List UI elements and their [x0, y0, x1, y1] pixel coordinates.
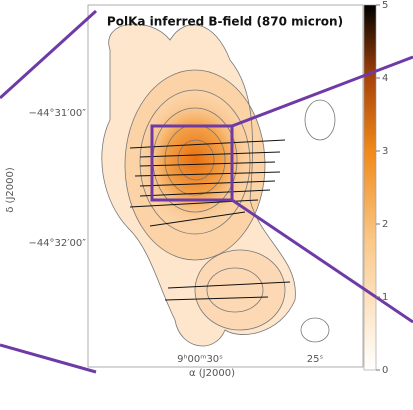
map	[88, 5, 363, 367]
x-tick-label: 25ˢ	[307, 354, 324, 365]
x-axis-label: α (J2000)	[189, 368, 235, 379]
y-tick-label: −44°31′00″	[28, 108, 86, 119]
colorbar-tick-label: 0	[382, 365, 388, 376]
figure: PolKa inferred B-field (870 micron) α (J…	[0, 0, 413, 406]
colorbar-tick-label: 4	[382, 73, 388, 84]
colorbar-tick-label: 2	[382, 219, 388, 230]
x-tick-label: 9ʰ00ᵐ30ˢ	[177, 354, 223, 365]
colorbar-tick-label: 3	[382, 146, 388, 157]
y-axis-label: δ (J2000)	[5, 167, 16, 213]
chart-title: PolKa inferred B-field (870 micron)	[107, 15, 343, 29]
y-tick-label: −44°32′00″	[28, 238, 86, 249]
colorbar-tick-label: 1	[382, 292, 388, 303]
colorbar-tick-label: 5	[382, 0, 388, 11]
